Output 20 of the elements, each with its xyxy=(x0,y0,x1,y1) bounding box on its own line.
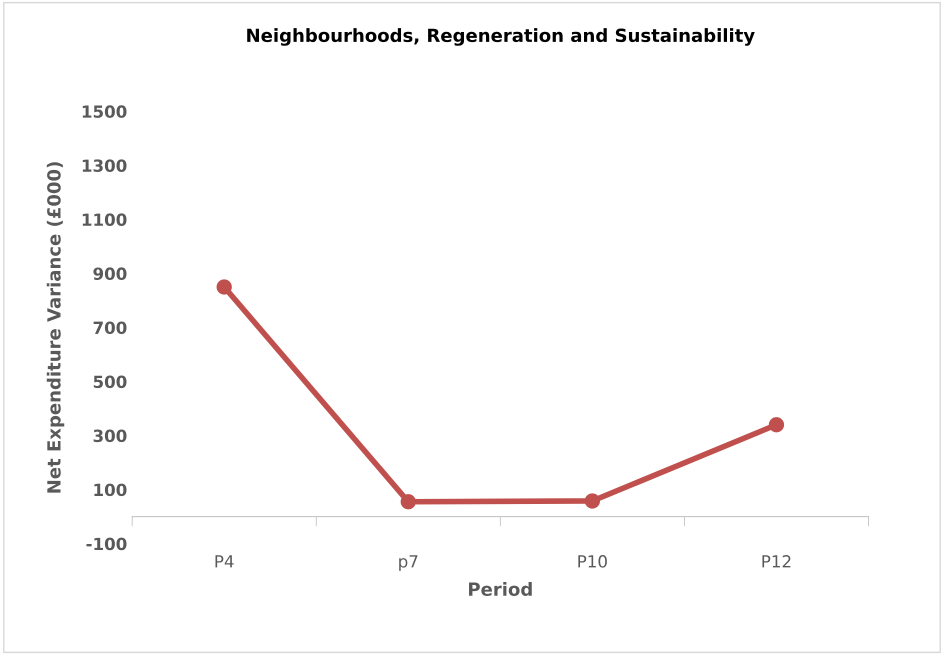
y-tick-label: 500 xyxy=(94,376,127,388)
x-axis-title: Period xyxy=(469,582,532,596)
x-tick-label: P10 xyxy=(578,555,607,568)
y-tick-label: 1300 xyxy=(82,159,127,172)
y-tick-label: 100 xyxy=(94,484,127,496)
y-tick-label: 700 xyxy=(94,321,127,334)
x-tick-label: p7 xyxy=(399,555,418,571)
chart-title: Neighbourhoods, Regeneration and Sustainability xyxy=(247,28,755,46)
y-tick-label: 300 xyxy=(94,430,127,442)
x-tick-label: P4 xyxy=(216,555,234,568)
point xyxy=(400,494,416,510)
point xyxy=(584,493,600,509)
y-tick-label: 1100 xyxy=(82,213,127,226)
y-axis-title: Net Expenditure Variance (£000) xyxy=(46,162,64,493)
x-tick-label: P12 xyxy=(762,555,790,568)
y-tick-label: -100 xyxy=(86,538,127,550)
y-tick-label: 900 xyxy=(93,267,127,280)
y-tick-label: 1500 xyxy=(82,105,127,118)
point xyxy=(216,279,232,295)
point xyxy=(768,417,784,432)
